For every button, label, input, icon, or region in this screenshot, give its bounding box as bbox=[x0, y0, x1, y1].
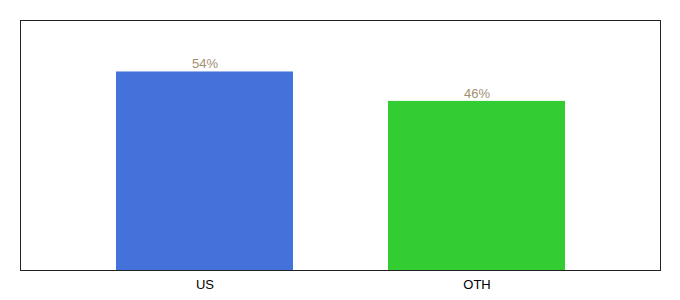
svg-text:54%: 54% bbox=[192, 56, 218, 71]
svg-text:46%: 46% bbox=[464, 86, 490, 101]
svg-text:OTH: OTH bbox=[463, 277, 490, 292]
svg-text:US: US bbox=[196, 277, 214, 292]
